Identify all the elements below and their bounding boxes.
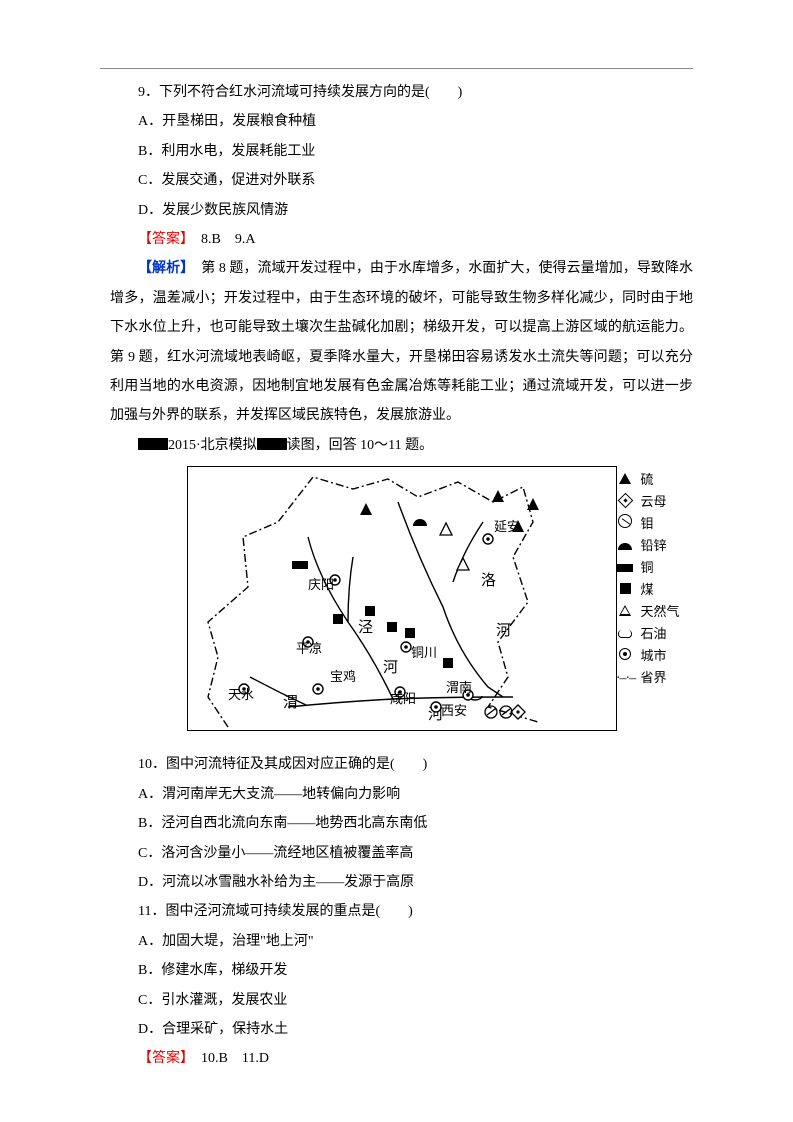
legend-label: 煤 [640,579,653,601]
answer-text: 8.B 9.A [187,232,255,247]
q10-opt-c: C．洛河含沙量小——流经地区植被覆盖率高 [110,839,693,868]
svg-text:渭: 渭 [283,694,298,711]
answer-8-9: 【答案】 8.B 9.A [110,225,693,254]
legend-label: 硫 [640,469,653,491]
q9-opt-d: D．发展少数民族风情游 [110,196,693,225]
explain-label: 【解析】 [138,261,187,276]
legend-row-mica: 云母 [612,491,679,513]
q9-stem: 9．下列不符合红水河流域可持续发展方向的是( ) [110,78,693,107]
svg-text:西安: 西安 [441,703,467,718]
page-top-rule [100,68,693,69]
legend: 硫云母钼铅锌铜煤天然气石油城市·–·–省界 [612,469,679,689]
legend-row-boundary: ·–·–省界 [612,667,679,689]
legend-row-mo: 钼 [612,513,679,535]
legend-symbol-oil [612,623,638,645]
answer-10-11: 【答案】 10.B 11.D [110,1044,693,1073]
legend-symbol-sulfur [612,469,638,491]
svg-text:咸阳: 咸阳 [390,691,416,706]
legend-label: 铅锌 [640,535,666,557]
source-line: 2015·北京模拟 读图，回答 10～11 题。 [110,431,693,460]
legend-symbol-mo [612,513,638,535]
source-right: 读图，回答 10～11 题。 [287,438,433,453]
explain-text: 第 8 题，流域开发过程中，由于水库增多，水面扩大，使得云量增加，导致降水增多，… [110,261,693,423]
black-bar-icon [138,438,168,450]
legend-row-leadzinc: 铅锌 [612,535,679,557]
legend-row-copper: 铜 [612,557,679,579]
answer-label: 【答案】 [138,232,187,247]
legend-label: 钼 [640,513,653,535]
svg-text:宝鸡: 宝鸡 [330,669,356,684]
svg-text:泾: 泾 [358,619,373,636]
q11-opt-a: A．加固大堤，治理"地上河" [110,927,693,956]
legend-symbol-city [612,645,638,667]
legend-symbol-gas [612,601,638,623]
legend-row-oil: 石油 [612,623,679,645]
svg-text:平凉: 平凉 [296,641,322,656]
legend-row-coal: 煤 [612,579,679,601]
svg-text:铜川: 铜川 [411,645,437,660]
black-bar-icon [257,438,287,450]
legend-label: 云母 [640,491,666,513]
q10-opt-d: D．河流以冰雪融水补给为主——发源于高原 [110,868,693,897]
explain-8-9: 【解析】 第 8 题，流域开发过程中，由于水库增多，水面扩大，使得云量增加，导致… [110,254,693,430]
q10-opt-a: A．渭河南岸无大支流——地转偏向力影响 [110,780,693,809]
legend-symbol-leadzinc [612,535,638,557]
figure-wrap: 泾河洛河河渭延安庆阳平凉天水宝鸡铜川咸阳西安渭南 硫云母钼铅锌铜煤天然气石油城市… [110,466,693,742]
svg-text:延安: 延安 [494,519,520,534]
map-svg: 泾河洛河河渭延安庆阳平凉天水宝鸡铜川咸阳西安渭南 [188,467,618,732]
svg-text:庆阳: 庆阳 [308,577,334,592]
legend-symbol-copper [612,557,638,579]
legend-symbol-boundary: ·–·– [612,667,638,689]
map-figure: 泾河洛河河渭延安庆阳平凉天水宝鸡铜川咸阳西安渭南 硫云母钼铅锌铜煤天然气石油城市… [187,466,617,731]
legend-symbol-mica [612,491,638,513]
svg-text:天水: 天水 [228,687,254,702]
q9-opt-b: B．利用水电，发展耗能工业 [110,137,693,166]
svg-text:河: 河 [383,659,398,676]
legend-row-sulfur: 硫 [612,469,679,491]
answer-label: 【答案】 [138,1051,187,1066]
q10-opt-b: B．泾河自西北流向东南——地势西北高东南低 [110,809,693,838]
q9-opt-a: A．开垦梯田，发展粮食种植 [110,107,693,136]
legend-label: 石油 [640,623,666,645]
legend-label: 城市 [640,645,666,667]
svg-text:洛: 洛 [481,572,496,589]
legend-label: 天然气 [640,601,679,623]
legend-row-city: 城市 [612,645,679,667]
answer-text: 10.B 11.D [187,1051,269,1066]
q11-opt-b: B．修建水库，梯级开发 [110,956,693,985]
q9-opt-c: C．发展交通，促进对外联系 [110,166,693,195]
legend-row-gas: 天然气 [612,601,679,623]
q11-opt-c: C．引水灌溉，发展农业 [110,986,693,1015]
svg-text:渭南: 渭南 [446,680,472,695]
legend-label: 省界 [640,667,666,689]
legend-symbol-coal [612,579,638,601]
legend-label: 铜 [640,557,653,579]
q10-stem: 10．图中河流特征及其成因对应正确的是( ) [110,750,693,779]
q11-opt-d: D．合理采矿，保持水土 [110,1015,693,1044]
q11-stem: 11．图中泾河流域可持续发展的重点是( ) [110,897,693,926]
svg-text:河: 河 [496,622,511,639]
source-left: 2015·北京模拟 [168,438,257,453]
